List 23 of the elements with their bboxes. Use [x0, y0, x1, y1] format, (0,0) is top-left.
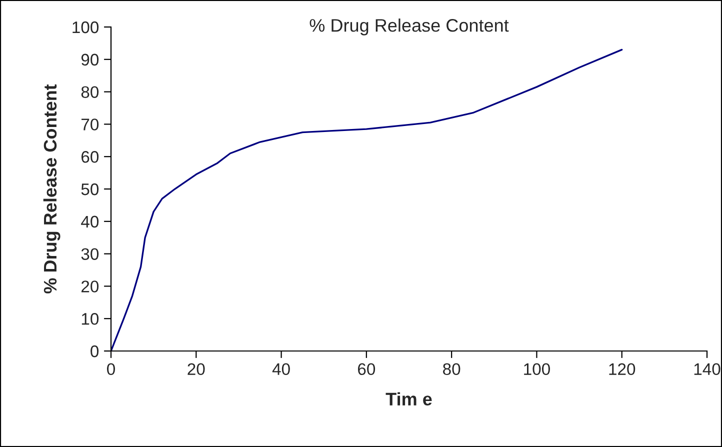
y-tick-label: 90 [81, 54, 99, 66]
x-axis-title: Tim e [386, 392, 432, 406]
x-tick-label: 40 [272, 363, 290, 376]
y-tick-label: 60 [82, 151, 99, 163]
y-tick-label: 100 [72, 21, 99, 34]
y-tick-label: 10 [82, 313, 99, 325]
y-tick-label: 40 [81, 216, 99, 228]
chart-title: % Drug Release Content [310, 18, 509, 36]
y-tick-label: 20 [81, 280, 99, 292]
x-tick-label: 80 [443, 363, 460, 376]
y-tick-label: 50 [81, 183, 99, 196]
line-series [111, 48, 623, 351]
y-tick-label: 0 [90, 345, 99, 358]
x-tick-label: 140 [694, 363, 720, 376]
y-axis-title: % Drug Release Content [43, 84, 60, 294]
y-tick-label: 70 [82, 118, 99, 130]
x-tick-label: 0 [107, 363, 115, 376]
y-tick-label: 30 [81, 248, 99, 260]
x-tick-label: 20 [188, 363, 205, 376]
x-tick-label: 100 [524, 363, 550, 376]
y-tick-label: 80 [81, 86, 99, 98]
x-tick-label: 60 [358, 363, 376, 376]
x-tick-label: 120 [609, 363, 636, 376]
